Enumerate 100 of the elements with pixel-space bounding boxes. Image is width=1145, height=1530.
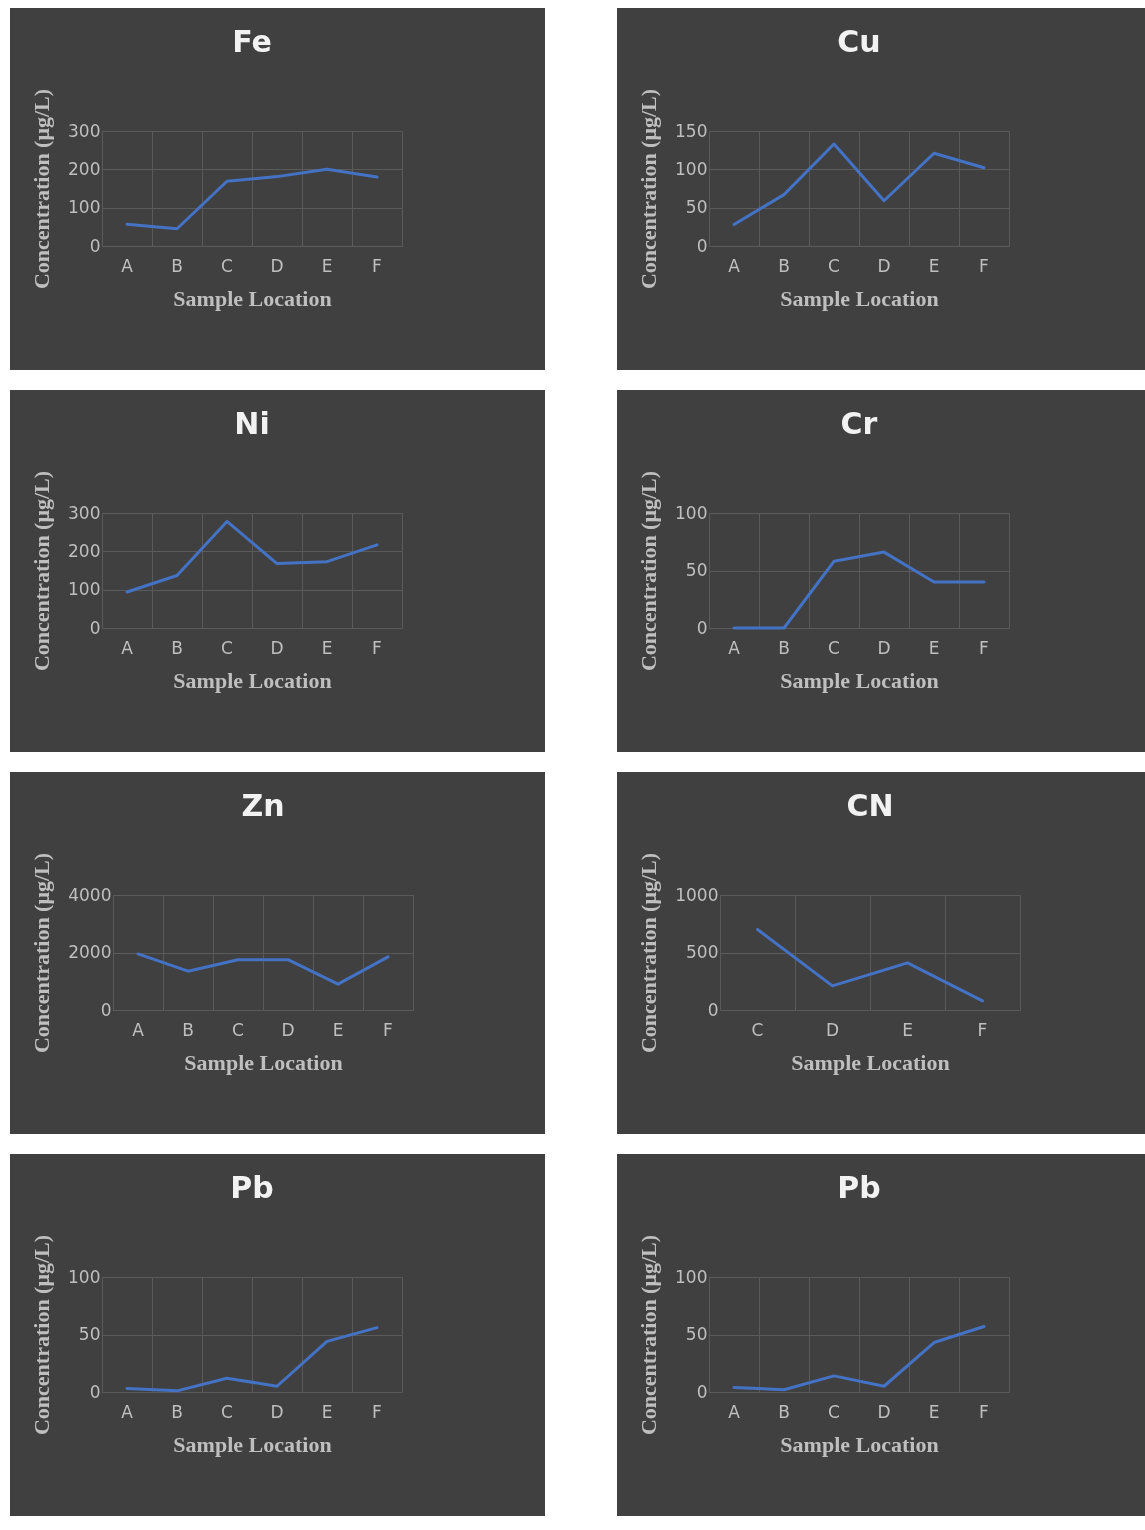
y-tick-label: 200 xyxy=(68,158,101,179)
chart-title: Ni xyxy=(234,406,270,442)
line-series xyxy=(125,519,379,594)
y-axis-title: Concentration (μg/L) xyxy=(636,1234,662,1436)
x-tick-label: C xyxy=(221,637,233,658)
x-tick-label: A xyxy=(728,1401,741,1422)
x-tick-label: F xyxy=(372,1401,382,1422)
y-axis-title: Concentration (μg/L) xyxy=(29,852,55,1054)
x-tick-label: D xyxy=(270,637,284,658)
chart-title: Pb xyxy=(230,1170,274,1206)
x-tick-label: E xyxy=(321,637,333,658)
x-tick-label: C xyxy=(751,1019,764,1040)
y-tick-label: 0 xyxy=(89,1381,101,1402)
x-axis-title: Sample Location xyxy=(173,667,332,693)
x-tick-label: C xyxy=(828,255,840,276)
y-tick-label: 100 xyxy=(68,579,101,600)
chart-title: Pb xyxy=(837,1170,881,1206)
x-tick-label: A xyxy=(121,1401,134,1422)
x-axis-title: Sample Location xyxy=(780,1431,939,1457)
x-tick-label: C xyxy=(221,1401,233,1422)
chart-title: Cr xyxy=(840,406,878,442)
x-tick-label: D xyxy=(281,1019,295,1040)
x-axis-title: Sample Location xyxy=(173,285,332,311)
x-tick-label: D xyxy=(877,1401,891,1422)
y-axis-title: Concentration (μg/L) xyxy=(29,88,55,290)
chart-title: Zn xyxy=(241,788,285,824)
x-tick-label: B xyxy=(171,637,183,658)
y-tick-label: 100 xyxy=(675,502,708,523)
y-axis-title: Concentration (μg/L) xyxy=(636,88,662,290)
x-tick-label: D xyxy=(825,1019,840,1040)
y-tick-label: 2000 xyxy=(68,942,112,962)
y-tick-label: 100 xyxy=(675,1266,708,1287)
y-tick-label: 300 xyxy=(68,120,101,141)
y-axis-title: Concentration (μg/L) xyxy=(636,470,662,672)
x-tick-label: F xyxy=(372,255,382,276)
chart-title: Fe xyxy=(232,24,272,60)
x-tick-label: E xyxy=(928,255,940,276)
x-axis-title: Sample Location xyxy=(780,667,939,693)
y-tick-label: 50 xyxy=(685,197,708,218)
x-tick-label: A xyxy=(728,255,741,276)
y-tick-label: 0 xyxy=(89,617,101,638)
x-axis-title: Sample Location xyxy=(184,1049,343,1075)
x-tick-label: B xyxy=(171,255,183,276)
y-axis-title: Concentration (μg/L) xyxy=(29,1234,55,1436)
x-axis-title: Sample Location xyxy=(791,1049,950,1075)
x-tick-label: D xyxy=(877,255,891,276)
y-tick-label: 50 xyxy=(685,560,708,580)
y-tick-label: 0 xyxy=(696,1381,708,1402)
x-tick-label: A xyxy=(121,255,134,276)
x-tick-label: F xyxy=(383,1019,393,1040)
line-series xyxy=(125,167,379,231)
y-tick-label: 300 xyxy=(68,502,101,523)
x-tick-label: C xyxy=(232,1019,244,1040)
line-series xyxy=(136,952,390,986)
y-tick-label: 100 xyxy=(68,1266,101,1287)
y-axis-title: Concentration (μg/L) xyxy=(29,470,55,672)
x-tick-label: C xyxy=(828,1401,840,1422)
line-series xyxy=(732,142,986,227)
x-tick-label: C xyxy=(828,637,840,658)
x-tick-label: B xyxy=(778,637,790,658)
x-tick-label: E xyxy=(321,1401,333,1422)
x-tick-label: B xyxy=(778,255,790,276)
y-tick-label: 0 xyxy=(707,999,719,1020)
x-tick-label: E xyxy=(928,1401,940,1422)
x-axis-title: Sample Location xyxy=(780,285,939,311)
x-tick-label: E xyxy=(332,1019,344,1040)
y-tick-label: 100 xyxy=(68,197,101,218)
y-tick-label: 1000 xyxy=(675,884,719,905)
y-tick-label: 50 xyxy=(685,1324,708,1344)
x-tick-label: C xyxy=(221,255,233,276)
x-tick-label: E xyxy=(928,637,940,658)
x-tick-label: A xyxy=(728,637,741,658)
x-tick-label: E xyxy=(321,255,333,276)
x-tick-label: F xyxy=(372,637,382,658)
x-tick-label: D xyxy=(270,1401,284,1422)
y-tick-label: 0 xyxy=(89,235,101,256)
y-tick-label: 0 xyxy=(100,999,112,1020)
y-tick-label: 0 xyxy=(696,617,708,638)
y-tick-label: 50 xyxy=(78,1324,101,1344)
x-tick-label: B xyxy=(171,1401,183,1422)
line-series xyxy=(732,550,986,630)
line-series xyxy=(125,1326,379,1393)
x-tick-label: B xyxy=(778,1401,790,1422)
x-tick-label: F xyxy=(979,637,989,658)
y-tick-label: 0 xyxy=(696,235,708,256)
line-series xyxy=(732,1324,986,1392)
y-tick-label: 4000 xyxy=(68,884,112,905)
x-tick-label: F xyxy=(979,255,989,276)
x-tick-label: D xyxy=(877,637,891,658)
y-tick-label: 100 xyxy=(675,158,708,179)
y-tick-label: 150 xyxy=(675,120,708,141)
x-tick-label: F xyxy=(977,1019,988,1040)
x-tick-label: A xyxy=(121,637,134,658)
y-tick-label: 200 xyxy=(68,540,101,561)
x-axis-title: Sample Location xyxy=(173,1431,332,1457)
line-series xyxy=(756,928,984,1003)
y-axis-title: Concentration (μg/L) xyxy=(636,852,662,1054)
x-tick-label: A xyxy=(132,1019,145,1040)
y-tick-label: 500 xyxy=(686,942,719,962)
x-tick-label: B xyxy=(182,1019,194,1040)
